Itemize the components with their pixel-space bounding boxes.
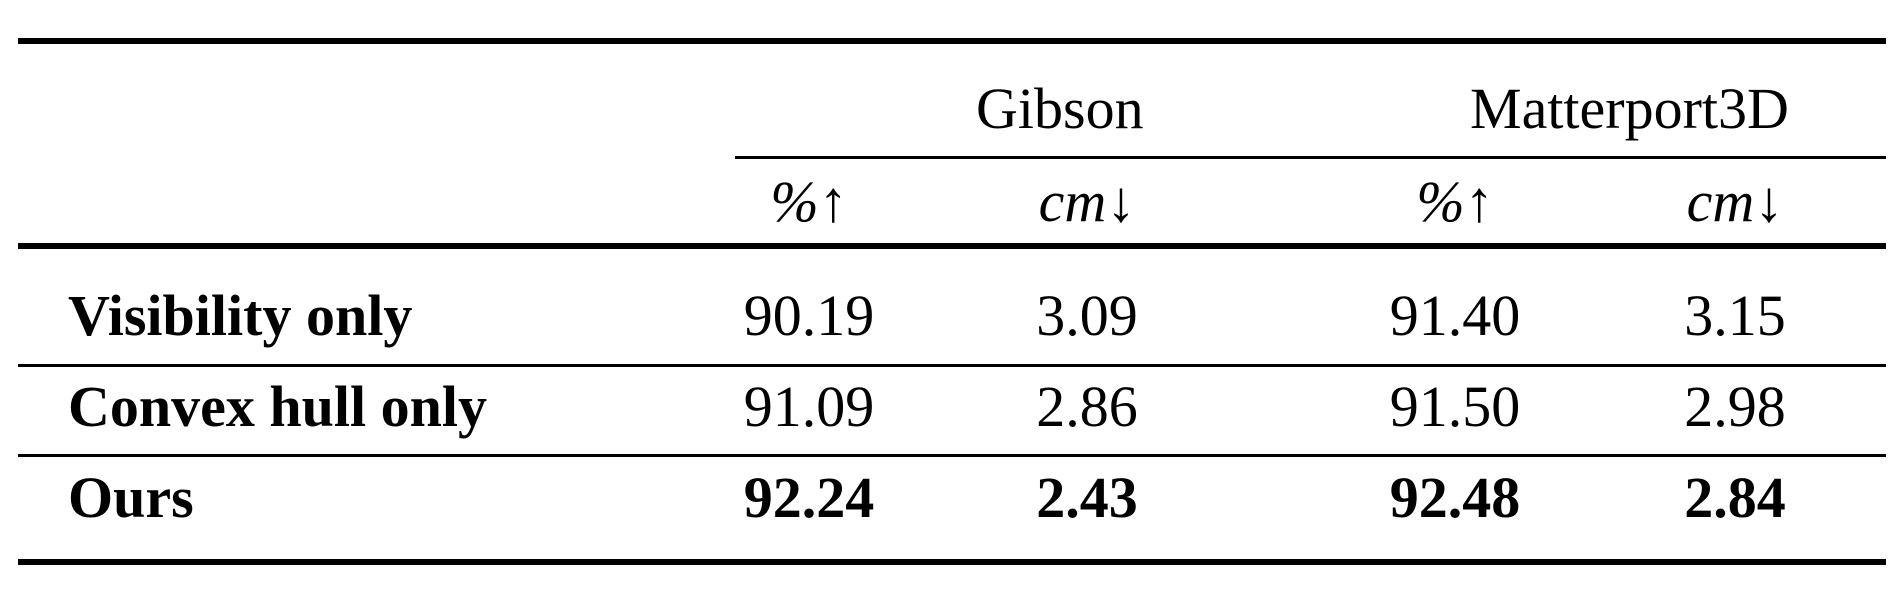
subheader-gibson-cm: cm↓ — [1038, 169, 1136, 234]
subheader-gibson-percent: %↑ — [770, 169, 848, 234]
group-header-matterport3d: Matterport3D — [1470, 76, 1789, 141]
results-table: Gibson Matterport3D %↑ cm↓ %↑ cm↓ Visibi… — [18, 0, 1886, 615]
cell-visibility-matterport-cm: 3.15 — [1684, 283, 1786, 348]
cell-convex-gibson-cm: 2.86 — [1036, 374, 1138, 439]
cell-ours-gibson-cm: 2.43 — [1036, 465, 1138, 530]
row-label-visibility-only: Visibility only — [68, 283, 413, 348]
top-rule — [18, 38, 1886, 44]
cell-visibility-gibson-percent: 90.19 — [743, 283, 875, 348]
row-separator-1 — [18, 364, 1886, 367]
subheader-matterport-cm: cm↓ — [1686, 169, 1784, 234]
cell-visibility-gibson-cm: 3.09 — [1036, 283, 1138, 348]
up-arrow-icon: ↑ — [818, 169, 848, 234]
group-header-gibson: Gibson — [976, 76, 1144, 141]
header-rule — [18, 243, 1886, 249]
bottom-rule — [18, 559, 1886, 565]
cell-ours-matterport-percent: 92.48 — [1389, 465, 1521, 530]
cell-convex-gibson-percent: 91.09 — [743, 374, 875, 439]
cell-ours-matterport-cm: 2.84 — [1684, 465, 1786, 530]
group-underline-rule — [735, 156, 1886, 159]
cell-convex-matterport-percent: 91.50 — [1389, 374, 1521, 439]
row-separator-2 — [18, 454, 1886, 457]
row-label-ours: Ours — [68, 465, 194, 530]
cell-convex-matterport-cm: 2.98 — [1684, 374, 1786, 439]
down-arrow-icon: ↓ — [1106, 169, 1136, 234]
cell-visibility-matterport-percent: 91.40 — [1389, 283, 1521, 348]
down-arrow-icon: ↓ — [1754, 169, 1784, 234]
cell-ours-gibson-percent: 92.24 — [743, 465, 875, 530]
up-arrow-icon: ↑ — [1464, 169, 1494, 234]
subheader-matterport-percent: %↑ — [1416, 169, 1494, 234]
row-label-convex-hull-only: Convex hull only — [68, 374, 487, 439]
